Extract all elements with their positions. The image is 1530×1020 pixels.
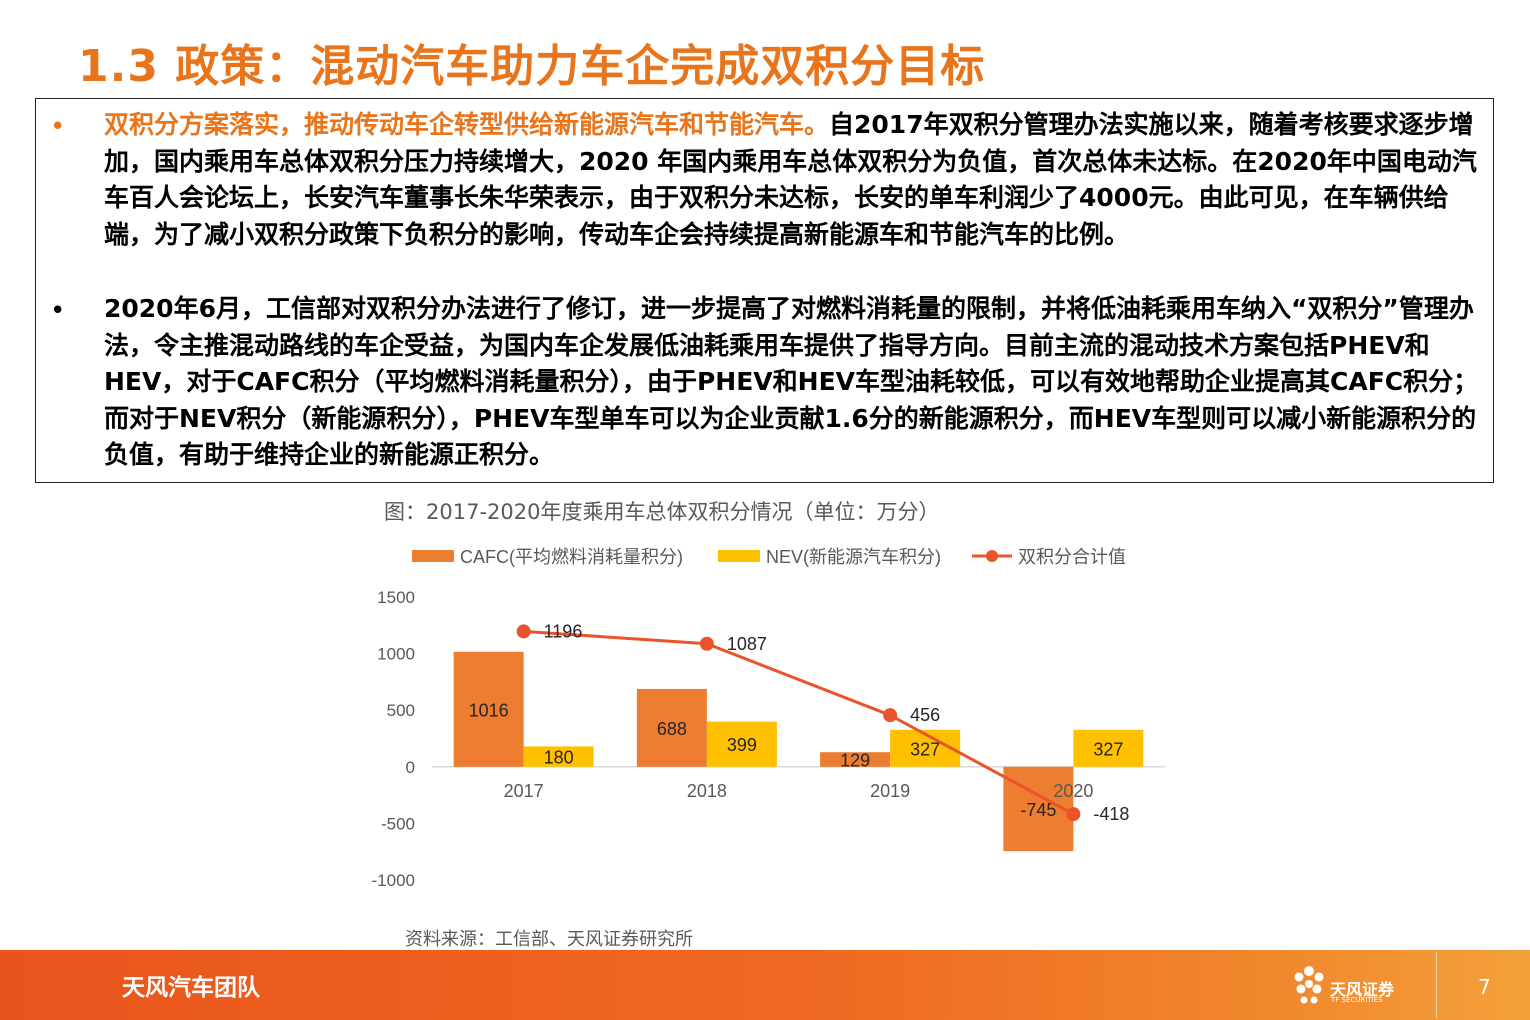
total-point [883, 708, 898, 723]
bar-nev [1073, 729, 1144, 767]
data-label-total: 1196 [544, 621, 583, 641]
data-label-total: 456 [910, 705, 940, 725]
y-tick-label: 1000 [377, 645, 415, 664]
brand-name-en: TF SECURITIES [1331, 996, 1383, 1004]
data-label-nev: 327 [1093, 739, 1123, 759]
y-tick-label: 0 [406, 758, 415, 777]
chart-caption: 图：2017-2020年度乘用车总体双积分情况（单位：万分） [384, 500, 940, 524]
total-point [516, 624, 531, 639]
bar-nev [523, 746, 594, 767]
page-number: 7 [1478, 975, 1491, 999]
legend-label-total: 双积分合计值 [1018, 547, 1126, 567]
bullet-body: 自2017年双积分管理办法实施以来，随着考核要求逐步增加，国内乘用车总体双积分压… [104, 110, 1477, 249]
legend-swatch-total-point [986, 550, 998, 562]
x-tick-label: 2018 [687, 781, 727, 801]
legend-swatch-cafc [412, 550, 454, 562]
bullet-marker: • [50, 296, 66, 326]
source-note: 资料来源：工信部、天风证券研究所 [405, 929, 693, 950]
legend-label-nev: NEV(新能源汽车积分) [766, 547, 941, 567]
total-point [699, 636, 714, 651]
footer-team-name: 天风汽车团队 [122, 975, 260, 1001]
data-label-cafc: 688 [657, 719, 687, 739]
bullet-text: 双积分方案落实，推动传动车企转型供给新能源汽车和节能汽车。自2017年双积分管理… [104, 107, 1485, 253]
y-tick-label: 500 [387, 701, 415, 720]
x-tick-label: 2019 [870, 781, 910, 801]
legend-label-cafc: CAFC(平均燃料消耗量积分) [460, 547, 683, 567]
x-tick-label: 2017 [504, 781, 544, 801]
data-label-total: -418 [1093, 804, 1129, 824]
data-label-nev: 327 [910, 739, 940, 759]
footer-divider [1436, 952, 1437, 1018]
bar-nev [706, 721, 777, 767]
data-label-nev: 399 [727, 735, 757, 755]
brand-name: 天风证券 [1330, 980, 1395, 999]
data-label-cafc: -745 [1020, 800, 1056, 820]
bar-cafc [820, 752, 891, 767]
page-title: 1.3 政策：混动汽车助力车企完成双积分目标 [78, 41, 986, 92]
bullet-text: 2020年6月，工信部对双积分办法进行了修订，进一步提高了对燃料消耗量的限制，并… [104, 291, 1485, 474]
chart: 1500 1000 500 0 -500 -1000 2017 2018 2019 2020 101… [372, 547, 1165, 890]
bullet-body: 2020年6月，工信部对双积分办法进行了修订，进一步提高了对燃料消耗量的限制，并… [104, 294, 1479, 469]
total-line [523, 629, 1075, 816]
bar-cafc [636, 688, 707, 767]
summary-textbox: • 双积分方案落实，推动传动车企转型供给新能源汽车和节能汽车。自2017年双积分… [35, 98, 1494, 483]
legend-swatch-nev [718, 550, 760, 562]
x-tick-label: 2020 [1053, 781, 1093, 801]
footer-bar [0, 950, 1530, 1020]
y-tick-label: -1000 [372, 871, 415, 890]
bullet-marker: • [50, 112, 66, 142]
data-label-total: 1087 [727, 634, 767, 654]
data-label-nev: 180 [544, 748, 574, 768]
y-tick-label: 1500 [377, 588, 415, 607]
y-tick-label: -500 [381, 814, 415, 833]
flower-logo-icon [1294, 966, 1324, 1004]
total-point [1066, 807, 1081, 822]
data-label-cafc: 129 [840, 750, 870, 770]
bullet-highlight: 双积分方案落实，推动传动车企转型供给新能源汽车和节能汽车。 [104, 110, 830, 139]
data-label-cafc: 1016 [469, 700, 509, 720]
bar-cafc [453, 651, 524, 767]
